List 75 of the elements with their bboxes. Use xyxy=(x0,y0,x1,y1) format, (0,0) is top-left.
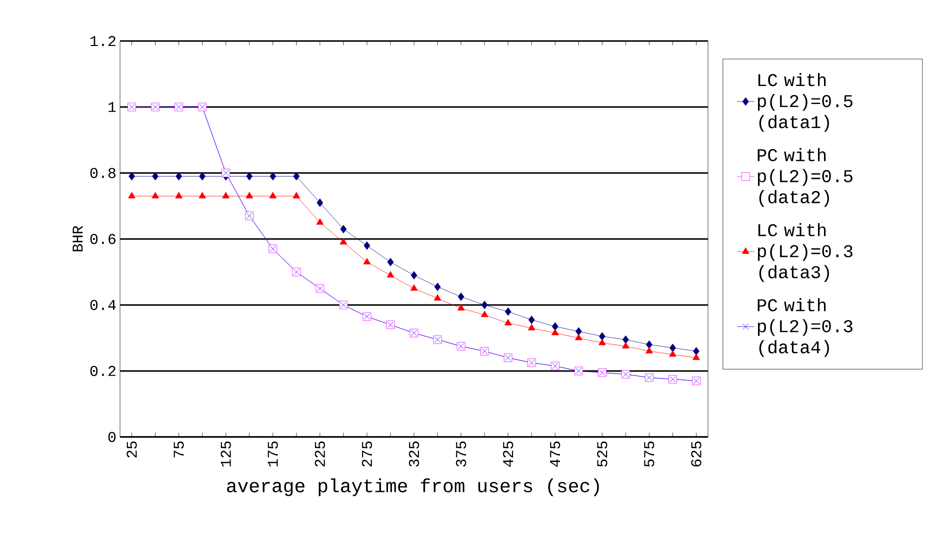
point xyxy=(386,271,394,278)
legend-label: LC with p(L2)=0.5 (data1) xyxy=(758,73,852,132)
y-tick-label: 0 xyxy=(108,432,116,442)
x-tick-label: 125 xyxy=(220,441,231,466)
point xyxy=(198,192,206,198)
point xyxy=(504,318,512,326)
point xyxy=(176,172,182,180)
y-tick-label: 0.8 xyxy=(90,168,116,178)
point xyxy=(293,172,300,180)
point xyxy=(199,172,206,180)
y-tick-label: 0.6 xyxy=(90,234,116,244)
point xyxy=(175,192,182,198)
point xyxy=(270,172,276,180)
x-tick-label: 75 xyxy=(174,441,184,458)
legend-label: PC with p(L2)=0.3 (data4) xyxy=(758,298,852,357)
point xyxy=(152,172,158,180)
point xyxy=(504,307,512,316)
x-tick-label: 575 xyxy=(644,441,654,467)
point xyxy=(670,344,676,352)
point xyxy=(292,192,300,198)
legend-label: LC with p(L2)=0.3 (data3) xyxy=(758,223,852,282)
legend-label: PC with p(L2)=0.5 (data2) xyxy=(758,148,852,207)
point xyxy=(128,172,135,180)
point xyxy=(692,354,700,360)
point xyxy=(410,284,418,291)
x-axis-title: average playtime from users (sec) xyxy=(227,478,599,496)
y-tick-label: 0.4 xyxy=(90,300,116,310)
point xyxy=(222,192,230,198)
point xyxy=(434,294,442,301)
point xyxy=(528,324,536,330)
point xyxy=(340,224,347,234)
x-tick-label: 425 xyxy=(502,441,514,467)
point xyxy=(551,328,559,336)
point xyxy=(552,322,558,331)
point xyxy=(622,342,630,348)
point xyxy=(364,241,370,250)
point xyxy=(316,218,324,225)
point xyxy=(598,332,606,341)
x-tick-label: 275 xyxy=(362,441,372,466)
point xyxy=(575,327,582,336)
point xyxy=(152,192,159,198)
x-tick-label: 175 xyxy=(268,441,278,466)
point xyxy=(246,192,254,198)
point xyxy=(434,282,441,292)
x-tick-label: 375 xyxy=(456,441,466,467)
point xyxy=(128,192,136,198)
point xyxy=(481,300,488,310)
point xyxy=(669,350,676,357)
point xyxy=(363,258,371,264)
x-tick-label: 25 xyxy=(126,441,137,458)
point xyxy=(316,198,324,207)
y-tick-label: 1.2 xyxy=(90,36,116,46)
point xyxy=(246,172,253,180)
point xyxy=(410,271,418,280)
point xyxy=(387,258,394,266)
y-tick-label: 0.2 xyxy=(90,366,116,376)
point xyxy=(340,238,348,244)
point xyxy=(269,192,277,198)
point xyxy=(574,334,582,340)
x-tick-label: 225 xyxy=(314,441,326,466)
point xyxy=(622,335,629,344)
point xyxy=(480,310,488,318)
point xyxy=(528,316,535,324)
x-tick-label: 625 xyxy=(691,441,702,466)
point xyxy=(458,292,464,301)
x-tick-label: 325 xyxy=(408,441,420,467)
point xyxy=(693,346,700,356)
point xyxy=(646,340,652,349)
point xyxy=(646,346,653,354)
x-tick-label: 475 xyxy=(550,441,560,467)
point xyxy=(457,304,465,310)
y-tick-label: 1 xyxy=(108,102,116,112)
y-axis-title: BHR xyxy=(72,226,83,252)
point xyxy=(598,338,606,346)
x-tick-label: 525 xyxy=(597,441,608,467)
